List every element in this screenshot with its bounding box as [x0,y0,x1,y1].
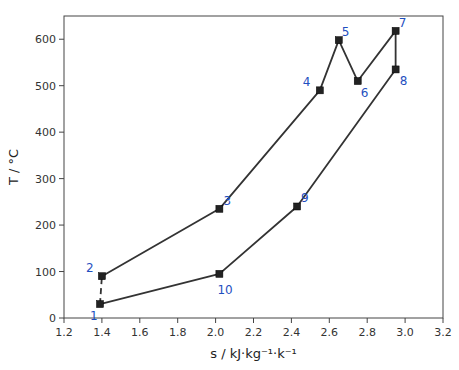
x-tick-label: 2.4 [283,326,301,339]
y-tick [59,225,64,226]
x-axis-label: s / kJ·kg⁻¹·k⁻¹ [210,346,297,361]
point-label: 4 [303,75,311,89]
x-tick [139,318,140,323]
y-tick-label: 600 [35,33,56,46]
series-line [100,31,396,304]
y-axis-label: T / °C [6,149,21,186]
chart: 1.2 1.4 1.6 1.8 2.0 2.2 2.4 2.6 2.8 3.0 3.2 0 100 200… [0,0,459,370]
y-tick-label: 500 [35,80,56,93]
x-tick-label: 1.4 [93,326,111,339]
x-tick [64,318,65,323]
point-label: 8 [400,74,408,88]
x-tick [405,318,406,323]
point-label: 10 [217,283,232,297]
point-marker [216,205,223,212]
x-tick-label: 2.2 [245,326,263,339]
x-tick-label: 1.6 [131,326,149,339]
point-marker [294,203,301,210]
y-tick-label: 300 [35,173,56,186]
series-line [100,276,102,304]
x-tick-label: 2.0 [207,326,225,339]
x-tick [443,318,444,323]
y-tick [59,271,64,272]
x-tick [329,318,330,323]
point-label: 3 [223,194,231,208]
y-tick-label: 200 [35,219,56,232]
x-tick [291,318,292,323]
y-tick [59,132,64,133]
x-tick [367,318,368,323]
point-marker [97,301,104,308]
y-tick [59,39,64,40]
y-tick [59,318,64,319]
point-marker [354,78,361,85]
x-tick [101,318,102,323]
point-label: 2 [86,261,94,275]
y-tick-label: 100 [35,266,56,279]
x-tick-label: 1.2 [55,326,73,339]
point-label: 7 [399,16,407,30]
y-tick-label: 0 [49,312,56,325]
x-tick-label: 2.8 [358,326,376,339]
point-label: 9 [301,191,309,205]
data-group [97,27,400,307]
x-tick-label: 1.8 [169,326,187,339]
point-label: 5 [342,25,350,39]
x-tick [177,318,178,323]
x-tick-label: 2.6 [321,326,339,339]
y-tick-label: 400 [35,126,56,139]
point-marker [316,87,323,94]
y-tick [59,178,64,179]
plot-frame [64,16,443,318]
y-tick [59,85,64,86]
x-tick [253,318,254,323]
point-label: 1 [90,309,98,323]
x-tick-label: 3.2 [434,326,452,339]
point-marker [392,66,399,73]
point-marker [216,270,223,277]
x-tick [215,318,216,323]
point-marker [98,273,105,280]
point-label: 6 [361,86,369,100]
x-tick-label: 3.0 [396,326,414,339]
